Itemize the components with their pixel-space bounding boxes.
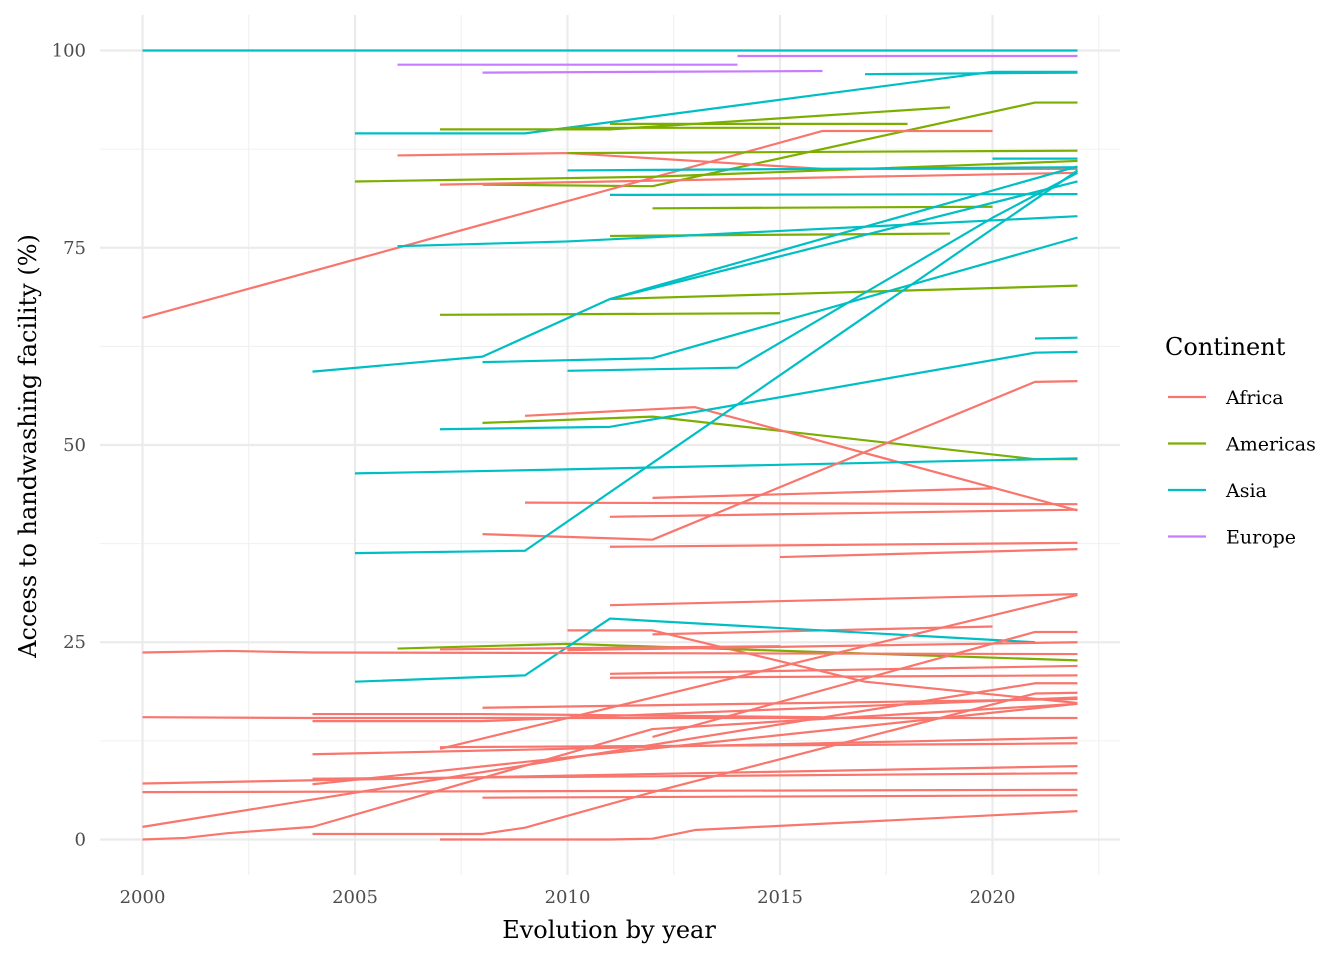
series-line-africa — [609, 593, 1078, 607]
series-line-americas — [609, 284, 1078, 301]
series-line-africa — [142, 682, 1078, 828]
y-tick-label: 50 — [63, 435, 86, 456]
x-axis-title: Evolution by year — [502, 916, 716, 944]
gridlines — [100, 15, 1120, 875]
series-lines — [142, 49, 1079, 841]
series-line-americas — [354, 159, 1078, 183]
series-line-africa — [439, 171, 1078, 186]
series-line-europe — [482, 69, 823, 74]
series-line-africa — [482, 794, 1078, 799]
x-tick-label: 2005 — [332, 887, 378, 908]
series-line-asia — [567, 171, 1079, 372]
series-line-americas — [439, 312, 781, 316]
series-line-africa — [652, 487, 993, 499]
series-line-africa — [482, 379, 1078, 541]
x-tick-label: 2020 — [970, 887, 1016, 908]
x-tick-label: 2015 — [757, 887, 803, 908]
series-line-americas — [440, 106, 951, 131]
series-line-africa — [312, 772, 1078, 780]
series-line-africa — [609, 541, 1078, 548]
y-axis-title: Access to handwashing facility (%) — [14, 234, 42, 659]
series-line-africa — [609, 664, 1078, 675]
x-tick-label: 2000 — [120, 887, 166, 908]
series-line-africa — [609, 508, 1078, 518]
series-line-africa — [142, 702, 1078, 841]
series-line-asia — [312, 180, 1078, 373]
series-line-asia — [482, 236, 1078, 364]
series-line-africa — [312, 712, 823, 719]
series-line-asia — [1034, 336, 1078, 340]
series-line-asia — [354, 617, 1036, 683]
series-line-africa — [142, 649, 1078, 656]
legend: Continent Africa Americas Asia Europe — [1165, 333, 1316, 549]
series-line-africa — [609, 674, 1078, 679]
legend-label-americas: Americas — [1225, 434, 1316, 456]
series-line-africa — [142, 788, 1078, 794]
axis-tick-labels: 2000 2005 2010 2015 2020 0 25 50 75 100 — [52, 41, 1016, 908]
legend-title: Continent — [1165, 333, 1286, 361]
series-line-americas — [482, 101, 1078, 188]
legend-label-asia: Asia — [1225, 480, 1267, 502]
y-tick-label: 100 — [52, 41, 86, 62]
series-line-americas — [397, 642, 1078, 662]
series-line-africa — [439, 742, 1078, 749]
series-line-asia — [567, 166, 1078, 172]
legend-label-africa: Africa — [1225, 387, 1284, 409]
y-tick-label: 75 — [63, 238, 86, 259]
series-line-africa — [482, 697, 1078, 709]
series-line-africa — [440, 809, 1078, 841]
x-tick-label: 2010 — [545, 887, 591, 908]
series-line-africa — [312, 696, 1078, 723]
series-line-asia — [439, 350, 1078, 431]
series-line-asia — [609, 193, 1078, 196]
series-line-africa — [524, 406, 1078, 512]
series-line-africa — [439, 593, 1078, 750]
legend-items: Africa Americas Asia Europe — [1168, 387, 1316, 549]
series-line-africa — [779, 548, 1078, 559]
series-line-africa — [567, 629, 1078, 705]
series-line-africa — [652, 630, 1078, 738]
series-line-asia — [355, 70, 1078, 135]
series-line-asia — [354, 169, 1079, 555]
series-line-africa — [312, 702, 1078, 786]
series-line-americas — [567, 149, 1078, 155]
legend-label-europe: Europe — [1226, 527, 1296, 549]
y-tick-label: 0 — [75, 829, 86, 850]
y-tick-label: 25 — [63, 632, 86, 653]
series-line-americas — [652, 205, 993, 210]
series-line-africa — [312, 691, 1078, 836]
series-line-americas — [609, 232, 951, 238]
series-line-africa — [142, 765, 1078, 785]
series-line-asia — [354, 457, 1078, 475]
series-line-africa — [524, 501, 1078, 506]
series-line-asia — [609, 165, 1078, 301]
series-line-africa — [142, 129, 993, 320]
